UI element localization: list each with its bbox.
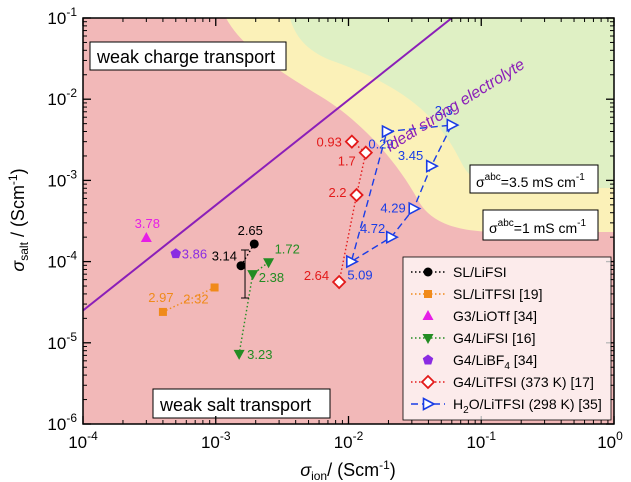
error-bar-group	[241, 249, 250, 299]
legend-item-6: H2O/LiTFSI (298 K) [35]	[411, 396, 602, 416]
x-tick-label-1: 10-3	[201, 429, 231, 452]
ideal-electrolyte-line-group	[83, 18, 453, 312]
contour-label-3p5-box: σabc=3.5 mS cm-1	[469, 164, 599, 194]
legend-item-5: G4/LiTFSI (373 K) [17]	[411, 374, 594, 390]
legend-item-3: G4/LiFSI [16]	[411, 330, 535, 346]
x-tick-label-3: 10-1	[466, 429, 496, 452]
legend-label-0: SL/LiFSI	[453, 264, 507, 280]
series-0-label-0: 2.65	[238, 223, 263, 238]
legend-label-1: SL/LiTFSI [19]	[453, 286, 542, 302]
legend-label-2: G3/LiOTf [34]	[453, 308, 537, 324]
series-6-label-0: 0.29	[368, 137, 393, 152]
series-5-line	[338, 141, 367, 283]
series-4-label-0: 3.86	[182, 247, 207, 262]
series-5-label-0: 0.93	[317, 135, 342, 150]
series-6-point-0	[381, 124, 395, 139]
series-5-point-0	[344, 134, 360, 149]
legend-label-3: G4/LiFSI [16]	[453, 330, 535, 346]
legend-marker-4	[422, 354, 434, 365]
y-tick-label-1: 10-5	[47, 330, 77, 353]
legend-marker-5	[420, 374, 436, 390]
legend-item-0: SL/LiFSI	[411, 264, 507, 280]
contour-label-3p5: σabc=3.5 mS cm-1	[476, 172, 585, 190]
series-5-point-3	[331, 274, 347, 290]
legend-label-5: G4/LiTFSI (373 K) [17]	[453, 374, 594, 390]
region-label-charge: weak charge transport	[96, 47, 275, 67]
series-6-label-4: 4.72	[360, 221, 385, 236]
legend-marker-3	[422, 334, 434, 344]
series-5-label-1: 1.7	[338, 154, 356, 169]
legend-marker-6	[422, 397, 436, 411]
series-3-point-1	[247, 270, 259, 281]
legend-marker-2	[422, 310, 434, 320]
x-tick-label-2: 10-2	[334, 429, 364, 452]
y-axis-title: σsalt / (Scm-1)	[6, 168, 31, 271]
y-tick-label-5: 10-1	[47, 5, 77, 28]
series-6-point-3	[408, 201, 422, 216]
series-5-label-2: 2.2	[328, 185, 346, 200]
series-6-point-5	[346, 254, 360, 269]
data-markers	[140, 118, 460, 360]
series-3-label-2: 3.23	[247, 347, 272, 362]
legend-label-6: H2O/LiTFSI (298 K) [35]	[453, 396, 602, 416]
series-2-label-0: 3.78	[135, 216, 160, 231]
axes: 10-4 10-3 10-2 10-1 100 10-6 10-5 10-4 10-3 10-2 1…	[47, 5, 623, 452]
series-6-label-1: 2.3	[435, 103, 453, 118]
series-2-point-0	[140, 232, 152, 243]
ideal-electrolyte-line	[83, 18, 453, 312]
series-1-point-1	[158, 307, 167, 316]
series-0-point-0	[249, 239, 259, 249]
region-above-3p5mS	[290, 18, 614, 188]
series-1-point-0	[210, 283, 219, 292]
x-axis-title: σion/ (Scm-1)	[300, 458, 396, 482]
y-tick-label-3: 10-3	[47, 167, 77, 190]
contour-label-1-box: σabc=1 mS cm-1	[482, 209, 599, 241]
legend-marker-0	[423, 267, 433, 277]
series-1-label-1: 2.97	[148, 290, 173, 305]
legend-box	[402, 256, 612, 421]
legend-item-1: SL/LiTFSI [19]	[411, 286, 542, 302]
series-6-point-4	[385, 230, 399, 244]
series-5-label-3: 2.64	[304, 268, 329, 283]
series-6-label-3: 4.29	[380, 201, 405, 216]
region-label-salt: weak salt transport	[159, 395, 311, 415]
series-3-point-2	[233, 349, 245, 360]
series-0-point-1	[236, 261, 246, 271]
legend: SL/LiFSI SL/LiTFSI [19] G3/LiOTf [34] G4/Li…	[402, 256, 612, 421]
series-3-label-0: 1.72	[275, 241, 300, 256]
series-4-point-0	[170, 248, 182, 259]
legend-label-4: G4/LiBF4 [34]	[453, 352, 537, 372]
series-0-label-1: 3.14	[212, 249, 237, 264]
y-tick-label-2: 10-4	[47, 249, 77, 272]
series-6-point-2	[425, 159, 439, 173]
x-tick-label-0: 10-4	[68, 429, 98, 452]
y-tick-label-0: 10-6	[47, 411, 77, 434]
series-6-label-5: 5.09	[347, 268, 372, 283]
series-3-point-0	[263, 258, 275, 269]
point-labels: 2.653.14 2.32 2.97 3.78 1.72 2.38 3.23 3.86 0.93…	[135, 103, 453, 362]
series-6-label-2: 3.45	[398, 148, 423, 163]
series-5-point-1	[358, 145, 374, 160]
region-label-charge-box: weak charge transport	[89, 41, 287, 71]
legend-item-2: G3/LiOTf [34]	[422, 308, 537, 324]
series-1-label-0: 2.32	[183, 291, 208, 306]
series-6-point-1	[446, 118, 460, 132]
series-3-label-1: 2.38	[259, 270, 284, 285]
y-tick-label-4: 10-2	[47, 86, 77, 109]
region-label-salt-box: weak salt transport	[152, 388, 331, 419]
series-5-point-2	[349, 187, 364, 203]
legend-item-4: G4/LiBF4 [34]	[422, 352, 537, 372]
x-tick-label-4: 100	[597, 429, 623, 452]
series-1-line	[162, 286, 215, 313]
contour-label-1: σabc=1 mS cm-1	[489, 218, 587, 236]
legend-marker-1	[424, 290, 432, 298]
